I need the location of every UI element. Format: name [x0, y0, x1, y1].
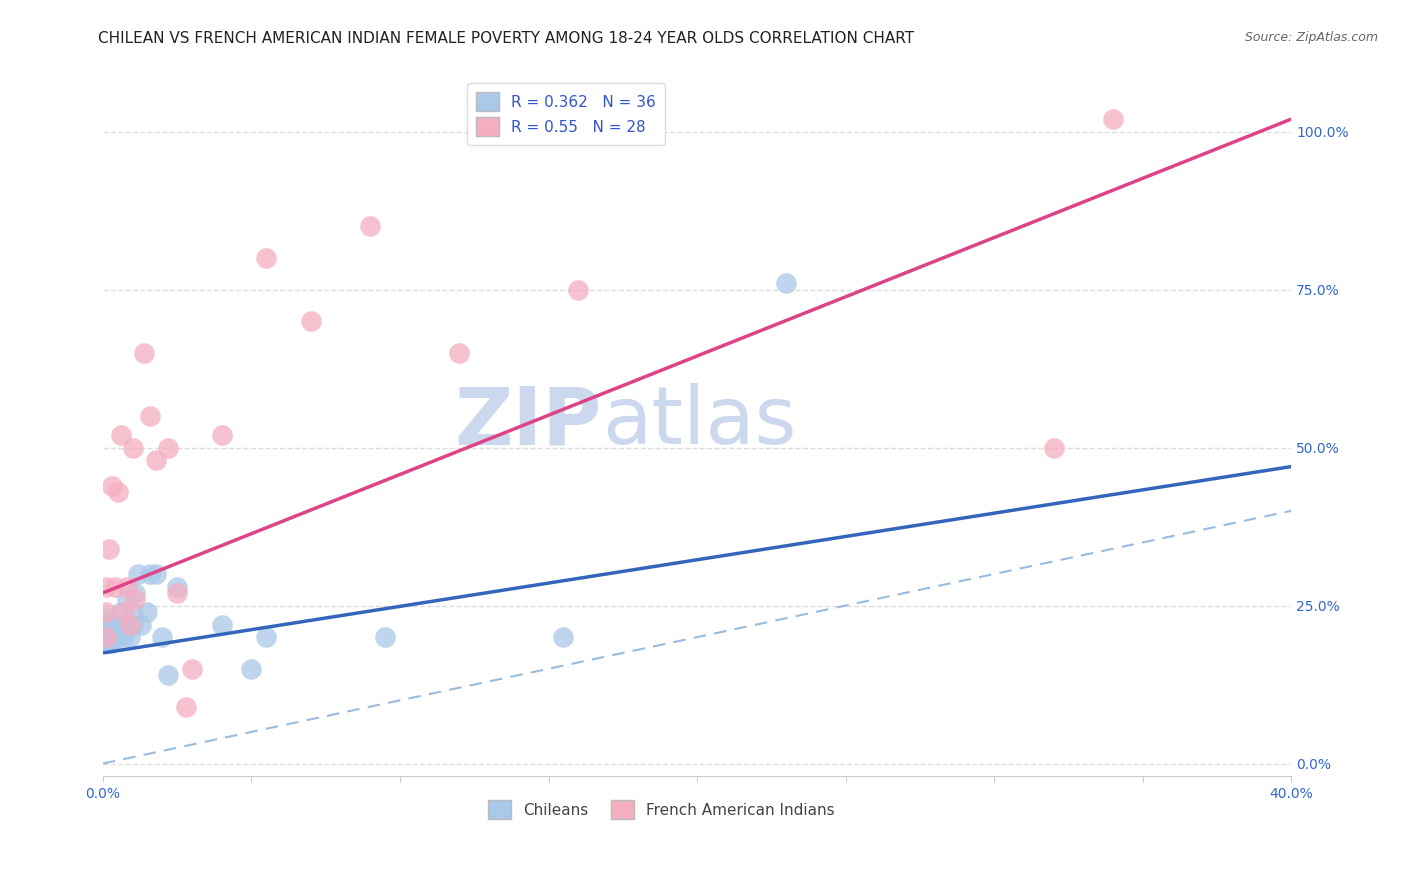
Point — [145, 566, 167, 581]
Text: CHILEAN VS FRENCH AMERICAN INDIAN FEMALE POVERTY AMONG 18-24 YEAR OLDS CORRELATI: CHILEAN VS FRENCH AMERICAN INDIAN FEMALE… — [98, 31, 914, 46]
Point — [115, 592, 138, 607]
Point — [100, 636, 122, 650]
Point — [211, 428, 233, 442]
Point — [166, 580, 188, 594]
Point — [97, 636, 120, 650]
Point — [775, 277, 797, 291]
Point — [107, 484, 129, 499]
Point — [100, 478, 122, 492]
Point — [124, 592, 146, 607]
Text: ZIP: ZIP — [454, 384, 602, 461]
Point — [157, 668, 180, 682]
Point — [136, 605, 159, 619]
Text: atlas: atlas — [602, 384, 796, 461]
Point — [131, 617, 153, 632]
Point — [127, 566, 149, 581]
Point — [112, 617, 135, 632]
Point — [97, 541, 120, 556]
Point — [1102, 112, 1125, 126]
Point — [94, 624, 117, 638]
Point — [359, 219, 381, 234]
Point — [118, 617, 141, 632]
Point — [104, 580, 127, 594]
Text: Source: ZipAtlas.com: Source: ZipAtlas.com — [1244, 31, 1378, 45]
Point — [100, 624, 122, 638]
Point — [553, 630, 575, 644]
Point — [121, 441, 143, 455]
Point — [112, 605, 135, 619]
Point — [110, 605, 132, 619]
Point — [145, 453, 167, 467]
Point — [94, 630, 117, 644]
Point — [299, 314, 322, 328]
Point — [107, 630, 129, 644]
Point — [115, 580, 138, 594]
Point — [150, 630, 173, 644]
Point — [104, 630, 127, 644]
Point — [254, 630, 277, 644]
Point — [110, 617, 132, 632]
Point — [94, 605, 117, 619]
Point — [121, 605, 143, 619]
Point — [139, 409, 162, 423]
Point — [449, 346, 471, 360]
Point — [97, 630, 120, 644]
Point — [567, 283, 589, 297]
Point — [97, 617, 120, 632]
Point — [110, 428, 132, 442]
Point — [94, 611, 117, 625]
Point — [97, 624, 120, 638]
Point — [94, 580, 117, 594]
Point — [134, 346, 156, 360]
Point — [112, 630, 135, 644]
Point — [374, 630, 396, 644]
Point — [118, 630, 141, 644]
Point — [157, 441, 180, 455]
Point — [240, 662, 263, 676]
Point — [124, 586, 146, 600]
Point — [1042, 441, 1064, 455]
Point — [139, 566, 162, 581]
Point — [181, 662, 204, 676]
Point — [254, 251, 277, 265]
Point — [104, 617, 127, 632]
Point — [166, 586, 188, 600]
Point — [107, 624, 129, 638]
Point — [121, 617, 143, 632]
Point — [94, 636, 117, 650]
Point — [174, 699, 197, 714]
Point — [211, 617, 233, 632]
Legend: Chileans, French American Indians: Chileans, French American Indians — [482, 794, 841, 825]
